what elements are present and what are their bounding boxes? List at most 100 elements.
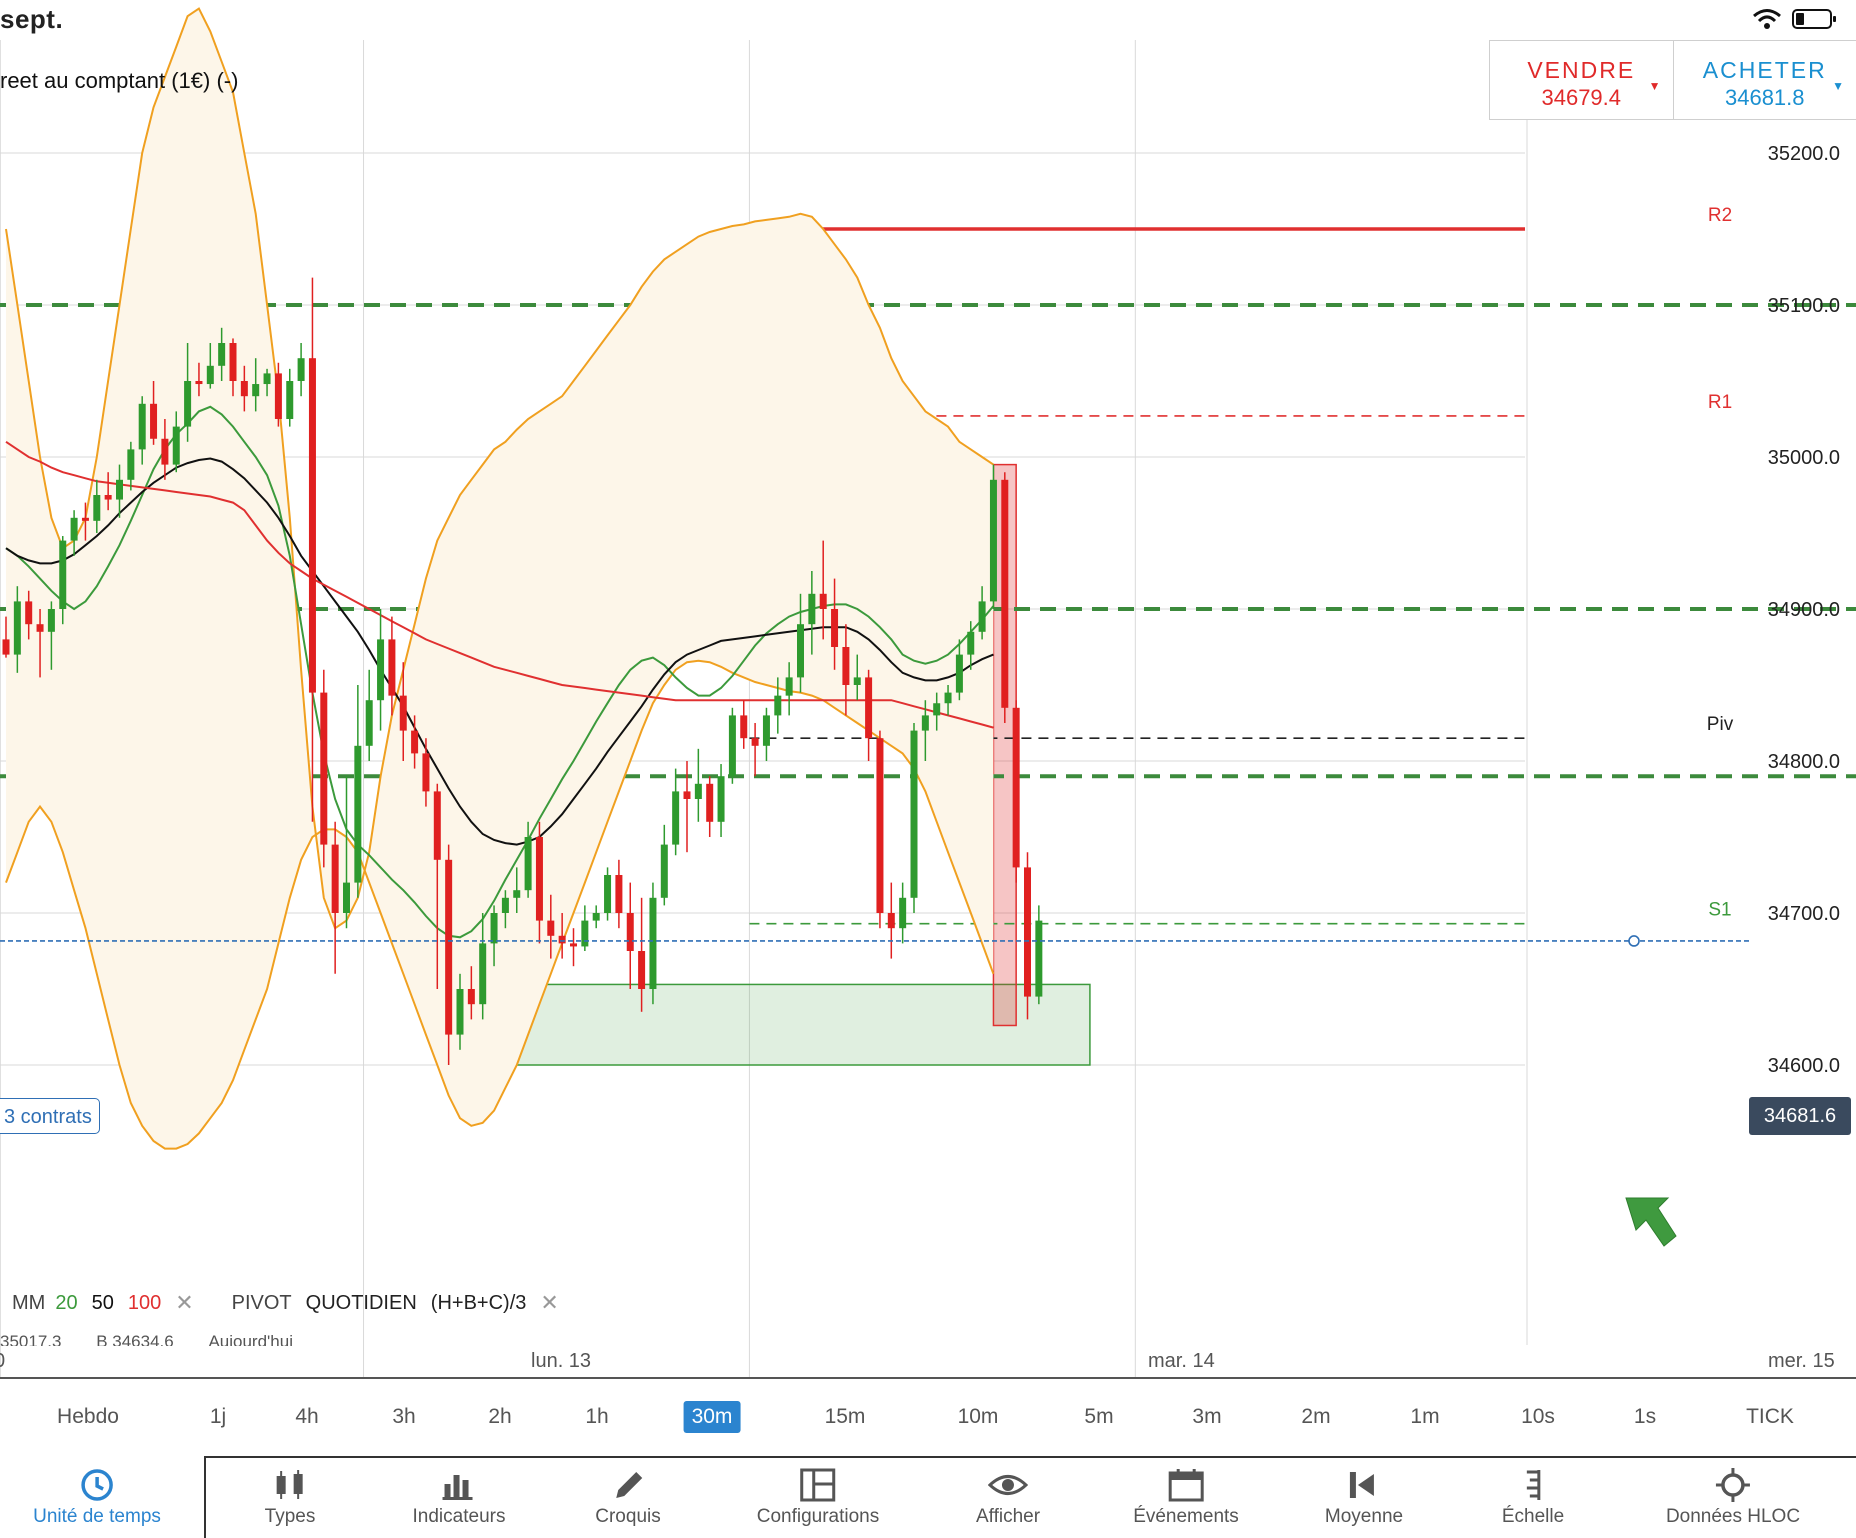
- timeframe-3m[interactable]: 3m: [1184, 1401, 1229, 1433]
- candle-body: [854, 677, 861, 685]
- candle-body: [127, 449, 134, 479]
- candle: [445, 845, 452, 1065]
- price-tick-label: 35200.0: [1768, 143, 1840, 165]
- timeframe-5m[interactable]: 5m: [1076, 1401, 1121, 1433]
- remove-mm-icon[interactable]: ✕: [175, 1290, 193, 1316]
- mm-period-50[interactable]: 50: [92, 1292, 114, 1315]
- timeframe-15m[interactable]: 15m: [817, 1401, 874, 1433]
- candle: [1035, 905, 1042, 1004]
- candle-body: [445, 860, 452, 1035]
- candle-body: [990, 480, 997, 602]
- pivot-label-r1: R1: [1708, 392, 1732, 413]
- timeframe-1h[interactable]: 1h: [577, 1401, 616, 1433]
- buy-button[interactable]: ACHETER 34681.8 ▼: [1673, 41, 1856, 119]
- clock-icon: [77, 1468, 117, 1502]
- timeframe-2m[interactable]: 2m: [1293, 1401, 1338, 1433]
- nav-hloc-data[interactable]: Données HLOC: [1666, 1468, 1800, 1528]
- mm-period-20[interactable]: 20: [55, 1292, 77, 1315]
- nav-indicators[interactable]: Indicateurs: [413, 1468, 506, 1528]
- last-price-marker: [1629, 936, 1639, 946]
- candle-body: [820, 594, 827, 609]
- candle: [752, 723, 759, 776]
- candle-body: [865, 677, 872, 738]
- nav-sketch[interactable]: Croquis: [595, 1468, 660, 1528]
- candle-body: [593, 913, 600, 921]
- buy-label: ACHETER: [1674, 57, 1856, 84]
- candle-body: [468, 989, 475, 1004]
- candle: [593, 905, 600, 928]
- indicator-legend: MM 20 50 100 ✕ PIVOT QUOTIDIEN (H+B+C)/3…: [12, 1290, 559, 1316]
- candle-body: [706, 784, 713, 822]
- candle-body: [615, 875, 622, 913]
- pivot-label: PIVOT: [232, 1292, 292, 1315]
- sell-button[interactable]: VENDRE 34679.4 ▼: [1490, 41, 1673, 119]
- buy-dropdown-icon[interactable]: ▼: [1832, 79, 1844, 93]
- buy-price: 34681.8: [1674, 85, 1856, 111]
- candle-body: [150, 404, 157, 439]
- timeframe-4h[interactable]: 4h: [287, 1401, 326, 1433]
- timeframe-10s[interactable]: 10s: [1513, 1401, 1563, 1433]
- timeframe-1s[interactable]: 1s: [1626, 1401, 1664, 1433]
- nav-label: Croquis: [595, 1506, 660, 1527]
- nav-types[interactable]: Types: [265, 1468, 316, 1528]
- nav-scale[interactable]: Échelle: [1502, 1468, 1564, 1528]
- candle-body: [173, 427, 180, 465]
- candle-body: [729, 715, 736, 776]
- bars-icon: [439, 1468, 479, 1502]
- nav-display[interactable]: Afficher: [976, 1468, 1040, 1528]
- wifi-icon: [1752, 8, 1782, 30]
- mm-period-100[interactable]: 100: [128, 1292, 161, 1315]
- nav-label: Moyenne: [1325, 1506, 1403, 1527]
- candle-body: [241, 381, 248, 396]
- nav-timeframe[interactable]: Unité de temps: [33, 1468, 161, 1528]
- candle-body: [786, 677, 793, 695]
- price-tick-label: 35000.0: [1768, 447, 1840, 469]
- candle-body: [332, 845, 339, 913]
- candle-body: [366, 700, 373, 746]
- ohlc-value: Aujourd'hui: [208, 1332, 293, 1346]
- candle-body: [718, 776, 725, 822]
- candle: [388, 617, 395, 716]
- timeframe-1m[interactable]: 1m: [1402, 1401, 1447, 1433]
- candle-body: [25, 601, 32, 624]
- timeframe-10m[interactable]: 10m: [950, 1401, 1007, 1433]
- nav-average[interactable]: Moyenne: [1325, 1468, 1403, 1528]
- timeframe-1j[interactable]: 1j: [202, 1401, 234, 1433]
- candle-body: [479, 943, 486, 1004]
- timeframe-tick[interactable]: TICK: [1738, 1401, 1802, 1433]
- contracts-badge[interactable]: 3 contrats: [0, 1098, 100, 1134]
- candle: [649, 883, 656, 1005]
- price-tick-label: 34700.0: [1768, 903, 1840, 925]
- nav-events[interactable]: Événements: [1133, 1468, 1239, 1528]
- trade-panel: VENDRE 34679.4 ▼ ACHETER 34681.8 ▼: [1489, 40, 1856, 120]
- candle: [377, 609, 384, 731]
- timeframe-2h[interactable]: 2h: [480, 1401, 519, 1433]
- candle-body: [400, 696, 407, 731]
- sell-dropdown-icon[interactable]: ▼: [1649, 79, 1661, 93]
- candle: [1024, 852, 1031, 1019]
- candle-body: [286, 381, 293, 419]
- candle: [990, 465, 997, 609]
- nav-configurations[interactable]: Configurations: [757, 1468, 880, 1528]
- candle-body: [922, 715, 929, 730]
- nav-label: Données HLOC: [1666, 1506, 1800, 1527]
- candle: [729, 708, 736, 784]
- timeframe-hebdo[interactable]: Hebdo: [49, 1401, 127, 1433]
- candle-body: [661, 845, 668, 898]
- candle-body: [945, 693, 952, 704]
- x-axis-label: lun. 13: [531, 1350, 591, 1373]
- pivot-formula[interactable]: (H+B+C)/3: [431, 1292, 527, 1315]
- pivot-period[interactable]: QUOTIDIEN: [306, 1292, 417, 1315]
- timeframe-30m[interactable]: 30m: [684, 1401, 741, 1433]
- remove-pivot-icon[interactable]: ✕: [540, 1290, 558, 1316]
- candle: [570, 928, 577, 966]
- candle-body: [3, 639, 10, 654]
- timeframe-3h[interactable]: 3h: [384, 1401, 423, 1433]
- pivot-label-s1: S1: [1708, 900, 1731, 921]
- candle-body: [752, 738, 759, 746]
- candle-body: [422, 753, 429, 791]
- nav-label: Afficher: [976, 1506, 1040, 1527]
- candle-body: [559, 936, 566, 944]
- candle-body: [434, 791, 441, 859]
